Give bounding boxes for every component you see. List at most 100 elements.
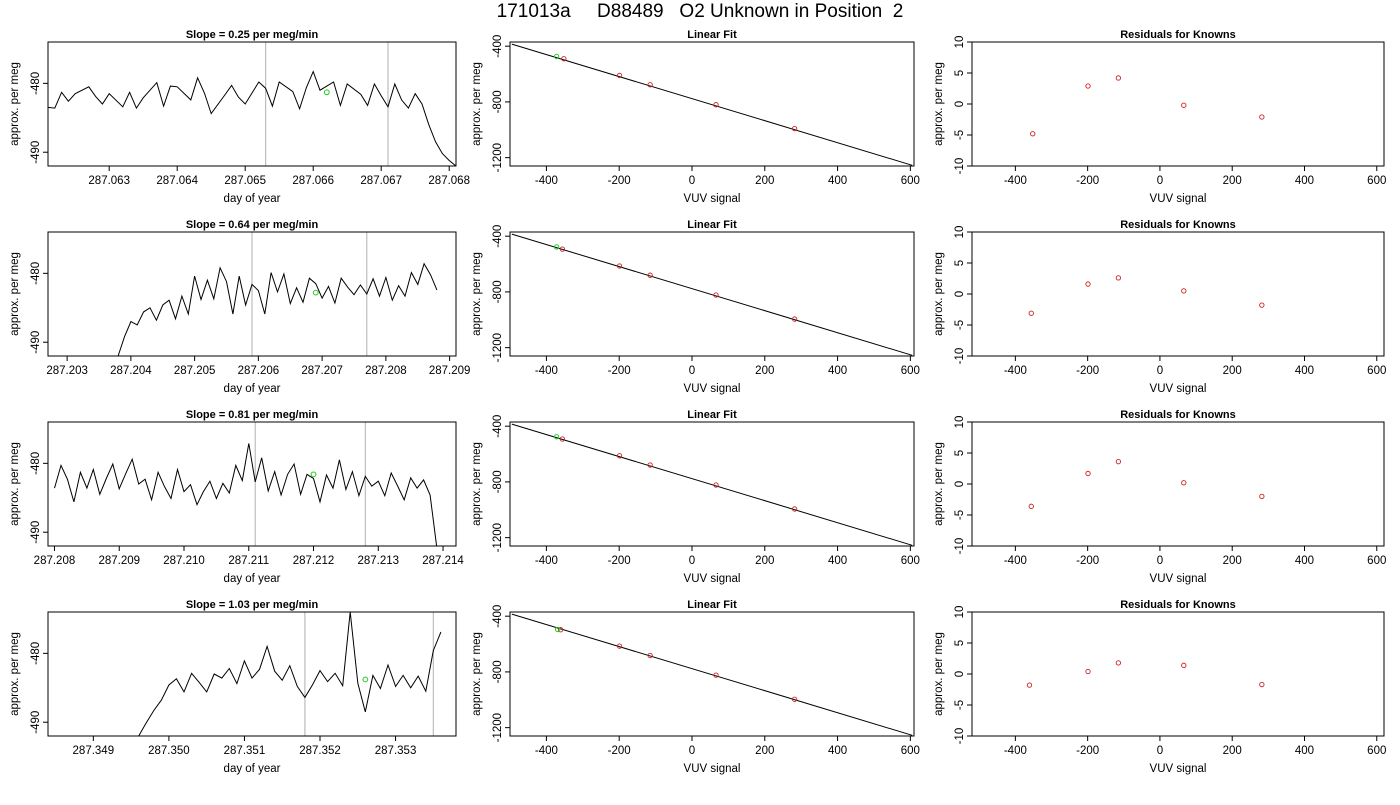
y-tick-label: -800 bbox=[492, 660, 504, 683]
x-tick-label: -200 bbox=[608, 365, 631, 377]
x-tick-label: 287.203 bbox=[46, 365, 88, 377]
panel-title: Linear Fit bbox=[687, 599, 737, 611]
fit-line bbox=[511, 423, 913, 546]
y-tick-label: 0 bbox=[954, 671, 966, 677]
panel-4-3: Residuals for Knowns -400 -200 0 200 400 600 -1… bbox=[933, 599, 1386, 775]
y-tick-label: 10 bbox=[954, 416, 966, 429]
y-tick-label: -400 bbox=[492, 35, 504, 58]
y-tick-label: -480 bbox=[30, 642, 42, 665]
x-tick-label: -200 bbox=[608, 175, 631, 187]
panel-title: Linear Fit bbox=[687, 409, 737, 421]
plot-frame bbox=[509, 421, 915, 547]
plot-area bbox=[511, 233, 913, 356]
x-tick-label: 600 bbox=[901, 555, 920, 567]
residual-point bbox=[1259, 302, 1265, 308]
y-tick-label: -490 bbox=[30, 521, 42, 544]
plot-area bbox=[1030, 75, 1265, 137]
x-tick-label: -400 bbox=[1004, 745, 1027, 757]
plot-frame bbox=[971, 41, 1385, 167]
y-axis-label: approx. per meg bbox=[471, 632, 483, 716]
x-tick-label: 287.210 bbox=[163, 555, 205, 567]
x-axis-label: VUV signal bbox=[1150, 573, 1207, 585]
plot-frame bbox=[509, 231, 915, 357]
figure-title: 171013a D88489 O2 Unknown in Position 2 bbox=[496, 1, 904, 22]
x-axis-label: VUV signal bbox=[684, 763, 741, 775]
known-point bbox=[791, 316, 798, 322]
residual-point bbox=[1259, 114, 1265, 120]
x-tick-label: 200 bbox=[755, 365, 774, 377]
known-point bbox=[616, 643, 623, 649]
y-tick-label: -800 bbox=[492, 470, 504, 493]
residual-point bbox=[1085, 281, 1091, 287]
panel-1-2: Linear Fit -400 -200 0 200 400 600 -400 -800 -120… bbox=[471, 29, 920, 205]
y-tick-label: 5 bbox=[954, 260, 966, 266]
y-tick-label: -400 bbox=[492, 605, 504, 628]
plot-frame bbox=[47, 421, 457, 547]
y-tick-label: -10 bbox=[954, 158, 966, 175]
x-tick-label: -200 bbox=[608, 555, 631, 567]
residual-point bbox=[1028, 503, 1034, 509]
unknown-point bbox=[553, 244, 560, 250]
plot-frame bbox=[971, 231, 1385, 357]
panel-1-3: Residuals for Knowns -400 -200 0 200 400 600 -1… bbox=[933, 29, 1386, 205]
x-tick-label: 600 bbox=[901, 745, 920, 757]
panel-title: Slope = 1.03 per meg/min bbox=[186, 599, 319, 611]
x-tick-label: 287.068 bbox=[428, 175, 470, 187]
y-axis-label: approx. per meg bbox=[471, 442, 483, 526]
plot-frame bbox=[971, 611, 1385, 737]
panel-title: Linear Fit bbox=[687, 219, 737, 231]
y-tick-label: -5 bbox=[954, 700, 966, 710]
x-tick-label: -200 bbox=[1076, 555, 1099, 567]
unknown-point bbox=[554, 626, 561, 633]
residual-point bbox=[1181, 102, 1187, 108]
plot-area bbox=[1028, 459, 1265, 509]
x-tick-label: -400 bbox=[535, 175, 558, 187]
y-tick-label: 10 bbox=[954, 606, 966, 619]
x-tick-label: 400 bbox=[828, 365, 847, 377]
x-axis-label: VUV signal bbox=[1150, 383, 1207, 395]
series-line bbox=[54, 443, 438, 546]
y-axis-label: approx. per meg bbox=[471, 62, 483, 146]
known-point bbox=[647, 82, 653, 88]
plot-frame bbox=[47, 231, 457, 357]
x-tick-label: 287.067 bbox=[360, 175, 402, 187]
x-tick-label: 200 bbox=[1223, 365, 1242, 377]
panel-title: Slope = 0.25 per meg/min bbox=[186, 29, 319, 41]
plot-area bbox=[48, 42, 456, 166]
x-tick-label: 400 bbox=[828, 555, 847, 567]
plot-area bbox=[1028, 275, 1265, 316]
panel-title: Slope = 0.81 per meg/min bbox=[186, 409, 319, 421]
x-tick-label: 287.211 bbox=[228, 555, 269, 567]
residual-point bbox=[1030, 131, 1036, 137]
x-tick-label: 200 bbox=[1223, 555, 1242, 567]
panel-2-2: Linear Fit -400 -200 0 200 400 600 -400 -800 -120… bbox=[471, 219, 920, 395]
residual-point bbox=[1115, 275, 1122, 281]
y-tick-label: -1200 bbox=[492, 713, 504, 742]
x-tick-label: 200 bbox=[755, 745, 774, 757]
x-tick-label: 0 bbox=[689, 745, 695, 757]
x-tick-label: 400 bbox=[1295, 555, 1314, 567]
fit-line bbox=[511, 43, 913, 166]
known-point bbox=[616, 263, 623, 269]
y-axis-label: approx. per meg bbox=[471, 252, 483, 336]
x-tick-label: 287.206 bbox=[238, 365, 280, 377]
x-tick-label: 287.066 bbox=[292, 175, 334, 187]
panel-3-1: Slope = 0.81 per meg/min 287.208 287.209 28… bbox=[9, 409, 464, 585]
x-tick-label: 0 bbox=[689, 365, 695, 377]
x-tick-label: 600 bbox=[1367, 365, 1386, 377]
plot-area bbox=[511, 613, 913, 736]
x-tick-label: -400 bbox=[535, 365, 558, 377]
y-tick-label: 10 bbox=[954, 226, 966, 239]
unknown-marker bbox=[323, 89, 330, 96]
known-point bbox=[647, 272, 653, 278]
residual-point bbox=[1181, 480, 1187, 486]
y-tick-label: -490 bbox=[30, 141, 42, 164]
x-tick-label: 200 bbox=[755, 175, 774, 187]
known-point bbox=[713, 292, 719, 298]
x-tick-label: 200 bbox=[1223, 745, 1242, 757]
y-tick-label: -400 bbox=[492, 415, 504, 438]
x-tick-label: 287.214 bbox=[422, 555, 464, 567]
y-tick-label: -490 bbox=[30, 711, 42, 734]
x-axis-label: VUV signal bbox=[1150, 763, 1207, 775]
